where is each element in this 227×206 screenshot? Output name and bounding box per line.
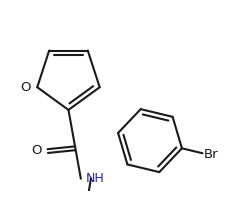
Text: Br: Br	[203, 147, 218, 160]
Text: NH: NH	[85, 171, 104, 184]
Text: O: O	[20, 80, 31, 93]
Text: O: O	[31, 143, 42, 156]
